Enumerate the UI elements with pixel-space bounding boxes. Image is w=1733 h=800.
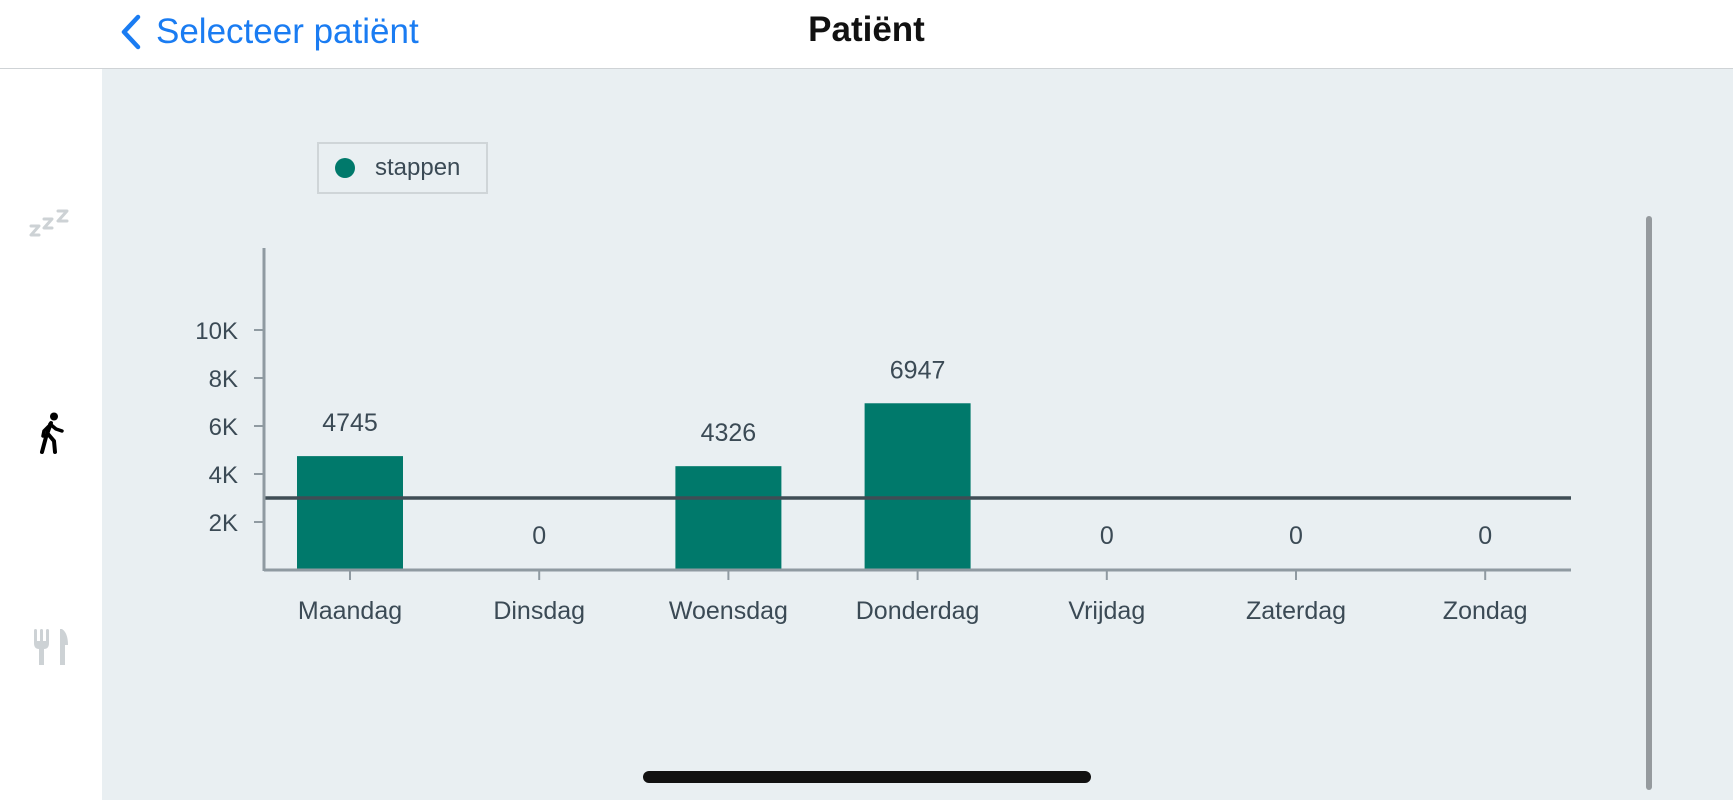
legend-label: stappen: [375, 154, 461, 181]
navigation-bar: Selecteer patiënt Patiënt: [0, 0, 1733, 69]
chart-legend: stappen: [317, 142, 488, 194]
chart-bar: [675, 466, 782, 570]
data-label: 0: [1289, 522, 1303, 550]
y-tick-label: 2K: [209, 510, 238, 537]
back-button-label: Selecteer patiënt: [156, 12, 419, 51]
data-label: 6947: [890, 356, 946, 384]
page-title: Patiënt: [0, 10, 1733, 50]
y-tick-label: 6K: [209, 414, 238, 441]
data-label: 4326: [701, 419, 757, 447]
walking-icon[interactable]: [36, 412, 68, 454]
y-tick-label: 4K: [209, 462, 238, 489]
x-tick-label: Vrijdag: [1068, 597, 1145, 625]
y-tick-label: 8K: [209, 366, 238, 393]
sleep-icon[interactable]: [28, 207, 74, 239]
chart-bar: [297, 456, 403, 570]
data-label: 0: [1100, 522, 1114, 550]
fork-knife-icon[interactable]: [32, 627, 70, 667]
scroll-indicator[interactable]: [1646, 216, 1652, 790]
back-button[interactable]: Selecteer patiënt: [118, 8, 419, 56]
sidebar: [0, 69, 102, 800]
chevron-left-icon: [121, 14, 141, 50]
x-tick-label: Zondag: [1443, 597, 1528, 625]
page-title-text: Patiënt: [808, 10, 925, 49]
home-indicator: [643, 771, 1091, 783]
x-tick-label: Maandag: [298, 597, 402, 625]
x-tick-label: Woensdag: [669, 597, 788, 625]
y-tick-label: 10K: [195, 318, 238, 345]
x-tick-label: Donderdag: [856, 597, 980, 625]
data-label: 0: [532, 522, 546, 550]
x-tick-label: Zaterdag: [1246, 597, 1346, 625]
chart-bar: [864, 403, 971, 570]
data-label: 0: [1478, 522, 1492, 550]
data-label: 4745: [322, 409, 378, 437]
x-tick-label: Dinsdag: [493, 597, 585, 625]
legend-marker: [335, 158, 355, 178]
